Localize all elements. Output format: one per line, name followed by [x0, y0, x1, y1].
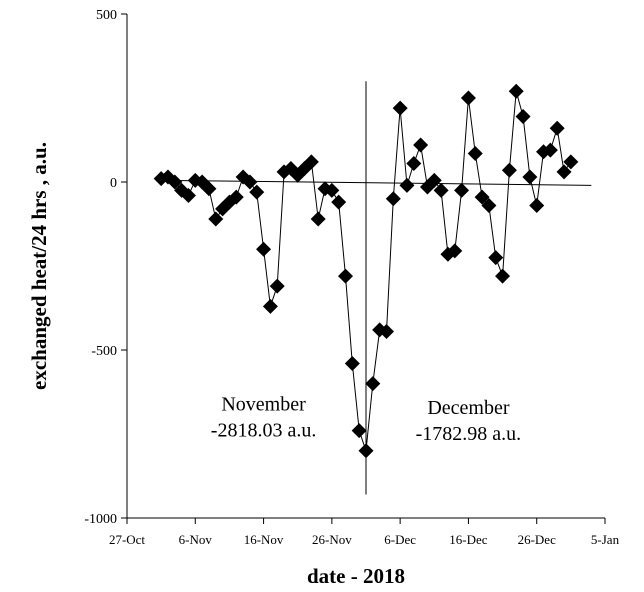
data-point-diamond: [447, 243, 463, 259]
data-point-diamond: [406, 156, 422, 172]
x-tick-label: 6-Dec: [384, 532, 416, 547]
data-point-diamond: [351, 423, 367, 439]
data-point-diamond: [201, 181, 217, 197]
y-tick-label: -500: [91, 344, 117, 359]
data-point-diamond: [522, 169, 538, 185]
data-point-diamond: [256, 241, 272, 257]
data-point-diamond: [563, 154, 579, 170]
data-point-diamond: [433, 182, 449, 198]
data-point-diamond: [331, 194, 347, 210]
annotation-text: -2818.03 a.u.: [211, 419, 317, 441]
data-point-diamond: [460, 90, 476, 106]
trend-line: [161, 179, 592, 186]
data-points: [153, 83, 579, 459]
x-tick-label: 16-Nov: [244, 532, 284, 547]
y-tick-label: 500: [96, 8, 117, 23]
data-point-diamond: [338, 268, 354, 284]
data-point-diamond: [515, 108, 531, 124]
y-axis-label: exchanged heat/24 hrs , a.u.: [27, 142, 51, 390]
x-tick-label: 16-Dec: [449, 532, 487, 547]
annotation-text: -1782.98 a.u.: [416, 423, 522, 445]
annotations: November -2818.03 a.u. December -1782.98 a.…: [211, 393, 521, 444]
data-point-diamond: [495, 268, 511, 284]
data-point-diamond: [303, 154, 319, 170]
data-point-diamond: [344, 355, 360, 371]
data-point-diamond: [467, 145, 483, 161]
data-point-diamond: [399, 177, 415, 193]
x-tick-label: 6-Nov: [179, 532, 213, 547]
data-point-diamond: [501, 162, 517, 178]
x-tick-label: 27-Oct: [109, 532, 145, 547]
data-point-diamond: [392, 100, 408, 116]
data-point-diamond: [378, 324, 394, 340]
data-point-diamond: [542, 142, 558, 158]
data-point-diamond: [481, 198, 497, 214]
data-point-diamond: [262, 298, 278, 314]
data-point-diamond: [358, 443, 374, 459]
x-axis-label: date - 2018: [307, 564, 405, 588]
data-point-diamond: [385, 191, 401, 207]
y-tick-label: -1000: [84, 512, 117, 527]
data-point-diamond: [269, 278, 285, 294]
data-point-diamond: [426, 172, 442, 188]
data-point-diamond: [474, 189, 490, 205]
data-point-diamond: [454, 182, 470, 198]
x-tick-label: 5-Jan: [591, 532, 620, 547]
data-point-diamond: [242, 174, 258, 190]
data-point-diamond: [413, 137, 429, 153]
data-point-diamond: [508, 83, 524, 99]
data-point-diamond: [208, 211, 224, 227]
data-point-diamond: [488, 250, 504, 266]
data-point-diamond: [549, 120, 565, 136]
axes: 500 0 -500 -1000 27-Oct 6-Nov 16-Nov 26-Nov 6-De…: [84, 8, 619, 547]
data-point-diamond: [167, 174, 183, 190]
data-point-diamond: [529, 198, 545, 214]
data-point-diamond: [249, 184, 265, 200]
data-point-diamond: [556, 164, 572, 180]
annotation-text: November: [221, 393, 306, 415]
data-point-diamond: [365, 376, 381, 392]
y-tick-label: 0: [110, 176, 117, 191]
data-point-diamond: [180, 187, 196, 203]
data-point-diamond: [310, 211, 326, 227]
x-tick-label: 26-Nov: [312, 532, 352, 547]
data-point-diamond: [228, 189, 244, 205]
x-tick-label: 26-Dec: [518, 532, 556, 547]
annotation-text: December: [427, 397, 510, 419]
data-point-diamond: [324, 182, 340, 198]
